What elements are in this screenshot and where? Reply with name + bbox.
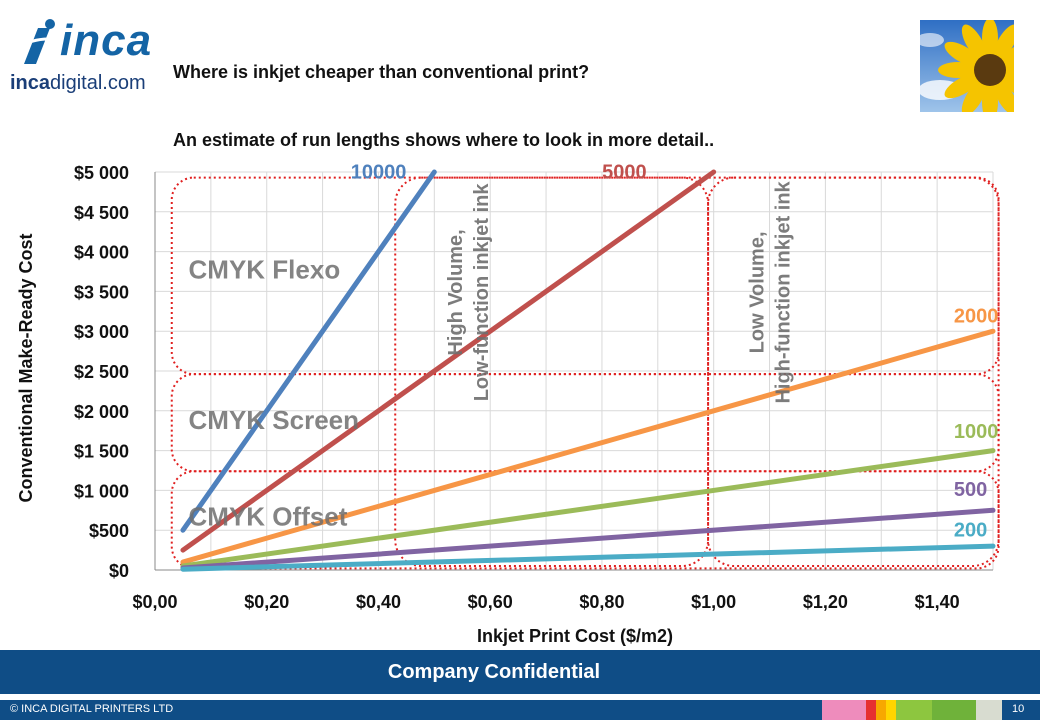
x-tick-label: $0,80 [579, 592, 624, 612]
region-label: CMYK Offset [189, 501, 348, 531]
logo-domain-bold: inca [10, 72, 51, 94]
series-label: 200 [954, 520, 987, 542]
volume-zone-label: High Volume, Low-function inkjet ink [445, 183, 493, 402]
sunflower-photo [920, 20, 1014, 112]
sunflower-icon [920, 20, 1014, 112]
confidential-text: Company Confidential [387, 660, 601, 683]
logo-domain-rest: digital.com [50, 72, 146, 94]
volume-zone-box [394, 176, 710, 568]
inca-logo-icon [17, 19, 61, 64]
slide-title: Where is inkjet cheaper than conventiona… [173, 62, 590, 82]
volume-zone-line2: High-function inkjet ink [772, 180, 794, 403]
x-axis-title: Inkjet Print Cost ($/m2) [477, 626, 673, 646]
x-tick-label: $0,60 [468, 592, 513, 612]
y-tick-label: $1 000 [74, 481, 129, 501]
y-tick-label: $4 000 [74, 243, 129, 263]
series-label: 500 [954, 479, 987, 501]
page-number: 10 [1012, 703, 1025, 715]
x-tick-label: $1,40 [915, 592, 960, 612]
volume-zone-box [707, 176, 1000, 568]
series-label: 2000 [954, 305, 999, 327]
color-swatch [822, 700, 866, 720]
logo-domain: incadigital.com [10, 72, 146, 95]
series-label: 1000 [954, 421, 999, 443]
region-label: CMYK Screen [189, 405, 360, 435]
run-length-chart: $0 $500 $1 000 $1 500 $2 000 $2 500 $3 000 $3 5… [16, 161, 1000, 646]
y-tick-label: $0 [109, 561, 129, 581]
region-box [170, 470, 1000, 570]
y-tick-label: $3 000 [74, 322, 129, 342]
color-swatch [866, 700, 876, 720]
y-tick-label: $2 500 [74, 362, 129, 382]
x-tick-label: $0,40 [356, 592, 401, 612]
bottom-bar [0, 700, 1040, 720]
color-swatch [932, 700, 976, 720]
series-line [180, 507, 996, 571]
x-tick-label: $0,20 [244, 592, 289, 612]
volume-zone-line1: High Volume, [445, 229, 467, 355]
color-swatch [886, 700, 896, 720]
series-line [180, 543, 996, 572]
series-lines [180, 169, 996, 572]
color-swatch [976, 700, 1002, 720]
series-line [180, 169, 717, 553]
x-tick-label: $0,00 [132, 592, 177, 612]
color-swatch [876, 700, 886, 720]
volume-zone-line1: Low Volume, [746, 231, 768, 353]
chart-labels: CMYK Flexo CMYK Screen CMYK Offset High Vol… [189, 161, 999, 541]
y-tick-label: $3 500 [74, 282, 129, 302]
y-tick-label: $4 500 [74, 203, 129, 223]
y-tick-label: $500 [89, 521, 129, 541]
y-axis-title: Conventional Make-Ready Cost [16, 233, 36, 502]
company-logo: inca incadigital.com [8, 12, 166, 96]
axes: $0 $500 $1 000 $1 500 $2 000 $2 500 $3 000 $3 5… [74, 163, 993, 612]
x-tick-label: $1,20 [803, 592, 848, 612]
y-tick-label: $5 000 [74, 163, 129, 183]
series-line [180, 448, 996, 569]
confidential-banner: Company Confidential [0, 650, 1040, 694]
y-tick-label: $1 500 [74, 442, 129, 462]
y-tick-label: $2 000 [74, 402, 129, 422]
volume-zone-label: Low Volume, High-function inkjet ink [746, 180, 794, 403]
region-label: CMYK Flexo [189, 255, 341, 285]
process-regions [170, 176, 1000, 570]
volume-zone-line2: Low-function inkjet ink [471, 183, 493, 402]
series-label: 10000 [351, 161, 407, 183]
copyright-text: © INCA DIGITAL PRINTERS LTD [10, 703, 174, 715]
series-line [180, 328, 996, 565]
x-tick-label: $1,00 [691, 592, 736, 612]
series-line [180, 169, 437, 533]
logo-word: inca [60, 16, 153, 65]
series-label: 5000 [602, 161, 647, 183]
color-swatches [822, 700, 1002, 720]
slide-subtitle: An estimate of run lengths shows where t… [173, 130, 715, 150]
color-swatch [896, 700, 932, 720]
